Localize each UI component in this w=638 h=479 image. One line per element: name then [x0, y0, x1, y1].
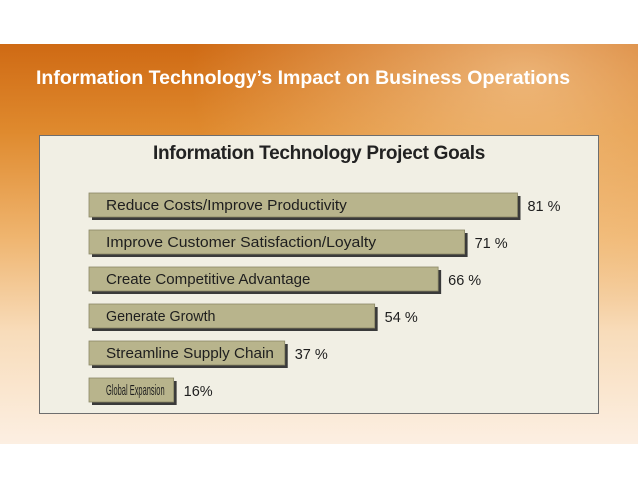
- bar-category-label: Global Expansion: [106, 383, 165, 399]
- chart-title: Information Technology Project Goals: [153, 143, 485, 164]
- bar-group: Generate Growth 54 %: [88, 303, 418, 331]
- bar-category-label: Reduce Costs/Improve Productivity: [106, 198, 348, 214]
- bar-category-label: Generate Growth: [106, 309, 216, 325]
- bar-chart: Reduce Costs/Improve Productivity 81 % Imp…: [88, 192, 561, 405]
- bar-category-label: Create Competitive Advantage: [106, 272, 310, 288]
- bar-value-label: 54 %: [385, 310, 418, 326]
- bar-category-label: Streamline Supply Chain: [106, 346, 274, 362]
- bar-value-label: 37 %: [295, 347, 328, 363]
- slide-title: Information Technology’s Impact on Busin…: [36, 67, 571, 89]
- bar-group: Create Competitive Advantage 66 %: [88, 266, 481, 294]
- bar: [88, 340, 286, 366]
- bar-value-label: 81 %: [527, 199, 560, 215]
- bar: [88, 229, 465, 255]
- bar: [88, 303, 376, 329]
- bar: [88, 377, 175, 403]
- bar-value-label: 71 %: [475, 236, 508, 252]
- bar-group: Streamline Supply Chain 37 %: [88, 340, 328, 368]
- bar: [88, 266, 439, 292]
- bar-group: Reduce Costs/Improve Productivity 81 %: [88, 192, 561, 220]
- bar: [88, 192, 518, 218]
- bar-value-label: 66 %: [448, 273, 481, 289]
- chart-panel: Information Technology Project Goals Red…: [39, 135, 599, 414]
- bar-group: Improve Customer Satisfaction/Loyalty 71 …: [88, 229, 508, 257]
- bar-value-label: 16%: [184, 384, 213, 400]
- bar-category-label: Improve Customer Satisfaction/Loyalty: [106, 235, 377, 251]
- bar-group: Global Expansion 16%: [88, 377, 213, 405]
